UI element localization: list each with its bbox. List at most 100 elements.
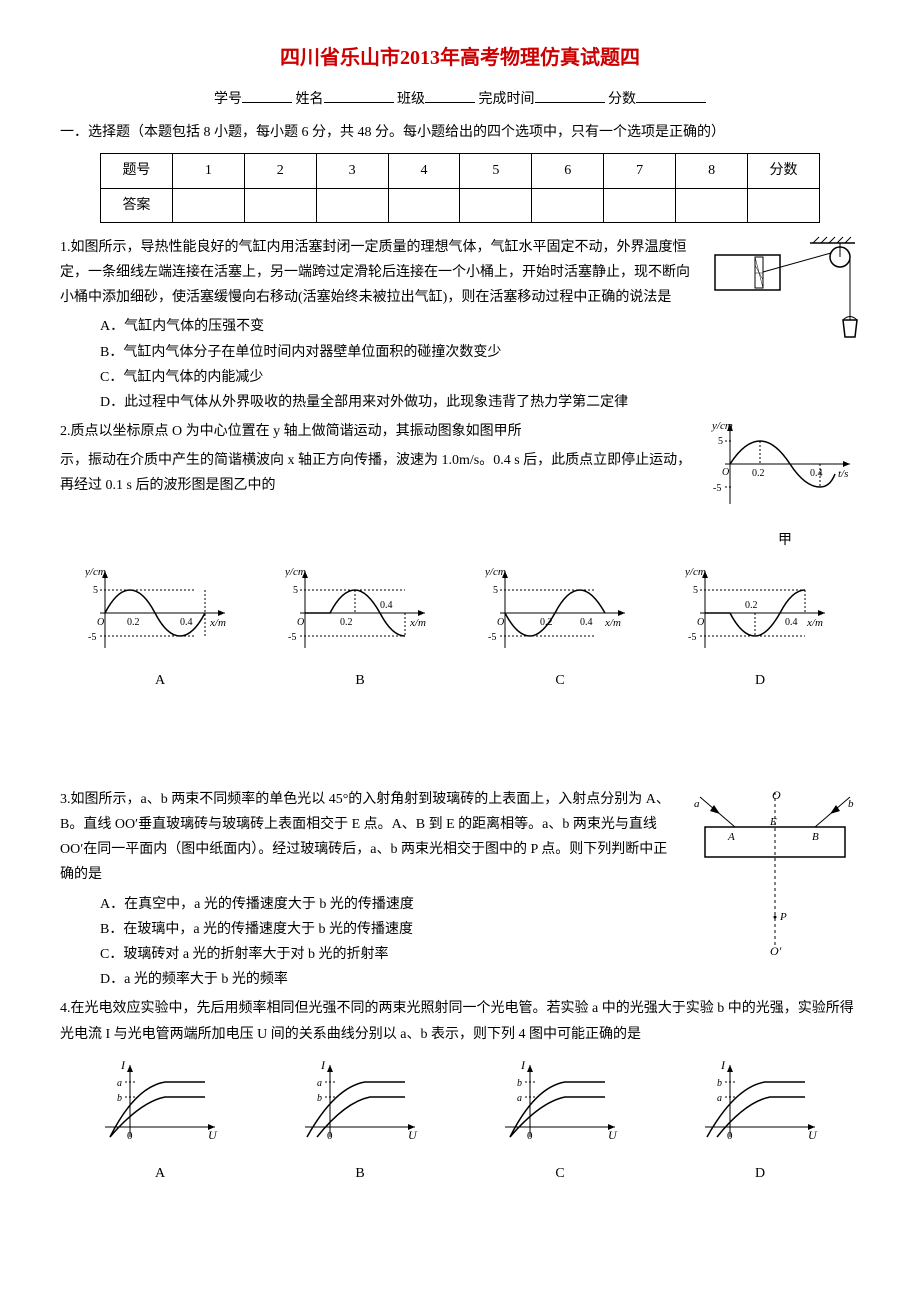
svg-text:0: 0 bbox=[327, 1130, 333, 1142]
answer-cell[interactable] bbox=[604, 188, 676, 222]
q2-choices: y/cm x/m 5 -5 0.2 0.4 O A y/cm x/m 5 -5 … bbox=[60, 563, 860, 692]
row-label: 答案 bbox=[101, 188, 173, 222]
svg-text:a: a bbox=[717, 1093, 722, 1104]
svg-text:0.2: 0.2 bbox=[745, 600, 758, 611]
col-num: 1 bbox=[172, 154, 244, 188]
svg-text:x/m: x/m bbox=[604, 617, 621, 629]
svg-text:U: U bbox=[808, 1128, 818, 1142]
q1-option-c: C．气缸内气体的内能减少 bbox=[100, 365, 860, 390]
svg-text:0: 0 bbox=[127, 1130, 133, 1142]
svg-text:y/cm: y/cm bbox=[285, 566, 306, 578]
svg-text:I: I bbox=[320, 1058, 326, 1072]
choice-label: D bbox=[695, 1161, 825, 1186]
svg-text:0: 0 bbox=[527, 1130, 533, 1142]
svg-text:B: B bbox=[812, 831, 819, 843]
svg-text:y/cm: y/cm bbox=[85, 566, 106, 578]
svg-text:0.2: 0.2 bbox=[127, 617, 140, 628]
svg-text:5: 5 bbox=[493, 585, 498, 596]
svg-text:b: b bbox=[317, 1093, 322, 1104]
section-1-heading: 一．选择题（本题包括 8 小题，每小题 6 分，共 48 分。每小题给出的四个选… bbox=[60, 120, 860, 145]
svg-text:0.2: 0.2 bbox=[340, 617, 353, 628]
answer-cell[interactable] bbox=[460, 188, 532, 222]
blank-name[interactable] bbox=[324, 86, 394, 103]
q4-stem: 4.在光电效应实验中，先后用频率相同但光强不同的两束光照射同一个光电管。若实验 … bbox=[60, 996, 860, 1046]
svg-text:0.4: 0.4 bbox=[180, 617, 193, 628]
q1-option-d: D．此过程中气体从外界吸收的热量全部用来对外做功，此现象违背了热力学第二定律 bbox=[100, 390, 860, 415]
q4-choice-b: I U 0 a b B bbox=[295, 1057, 425, 1186]
svg-text:x/m: x/m bbox=[409, 617, 426, 629]
col-num: 5 bbox=[460, 154, 532, 188]
table-row: 答案 bbox=[101, 188, 820, 222]
q3-diagram: O O′ A E B a b P bbox=[690, 787, 860, 966]
svg-text:b: b bbox=[848, 798, 854, 810]
svg-text:5: 5 bbox=[693, 585, 698, 596]
choice-label: C bbox=[485, 668, 635, 693]
col-num: 7 bbox=[604, 154, 676, 188]
student-info-line: 学号 姓名 班级 完成时间 分数 bbox=[60, 86, 860, 112]
q2-caption: 甲 bbox=[710, 528, 860, 553]
x-tick: 0.4 bbox=[810, 468, 823, 479]
svg-text:I: I bbox=[520, 1058, 526, 1072]
answer-cell[interactable] bbox=[388, 188, 460, 222]
svg-text:O: O bbox=[297, 617, 304, 628]
choice-label: C bbox=[495, 1161, 625, 1186]
axis-x-label: t/s bbox=[838, 468, 848, 480]
col-num: 2 bbox=[244, 154, 316, 188]
svg-text:O: O bbox=[497, 617, 504, 628]
table-row: 题号 1 2 3 4 5 6 7 8 分数 bbox=[101, 154, 820, 188]
blank-score[interactable] bbox=[636, 86, 706, 103]
svg-text:b: b bbox=[717, 1078, 722, 1089]
choice-label: B bbox=[295, 1161, 425, 1186]
q4-choice-c: I U 0 b a C bbox=[495, 1057, 625, 1186]
col-num: 6 bbox=[532, 154, 604, 188]
svg-text:E: E bbox=[769, 816, 777, 828]
svg-text:0.4: 0.4 bbox=[580, 617, 593, 628]
svg-text:-5: -5 bbox=[288, 632, 296, 643]
label-id: 学号 bbox=[214, 92, 242, 107]
svg-text:O: O bbox=[97, 617, 104, 628]
label-score: 分数 bbox=[608, 92, 636, 107]
blank-id[interactable] bbox=[242, 86, 292, 103]
q2-choice-d: y/cm x/m 5 -5 0.2 0.4 O D bbox=[685, 563, 835, 692]
blank-time[interactable] bbox=[535, 86, 605, 103]
svg-text:0.4: 0.4 bbox=[380, 600, 393, 611]
svg-text:a: a bbox=[694, 798, 700, 810]
svg-text:A: A bbox=[727, 831, 735, 843]
label-name: 姓名 bbox=[296, 92, 324, 107]
svg-text:O′: O′ bbox=[770, 944, 782, 957]
choice-label: A bbox=[85, 668, 235, 693]
answer-cell[interactable] bbox=[676, 188, 748, 222]
answer-cell[interactable] bbox=[532, 188, 604, 222]
svg-text:a: a bbox=[117, 1078, 122, 1089]
svg-text:U: U bbox=[408, 1128, 418, 1142]
svg-text:O: O bbox=[722, 467, 729, 478]
svg-text:P: P bbox=[779, 911, 787, 923]
svg-text:5: 5 bbox=[293, 585, 298, 596]
svg-text:a: a bbox=[517, 1093, 522, 1104]
q4-choice-d: I U 0 b a D bbox=[695, 1057, 825, 1186]
svg-text:0: 0 bbox=[727, 1130, 733, 1142]
blank-class[interactable] bbox=[425, 86, 475, 103]
choice-label: B bbox=[285, 668, 435, 693]
col-num: 4 bbox=[388, 154, 460, 188]
col-num: 8 bbox=[676, 154, 748, 188]
svg-text:I: I bbox=[720, 1058, 726, 1072]
svg-text:5: 5 bbox=[93, 585, 98, 596]
svg-text:O: O bbox=[697, 617, 704, 628]
svg-text:x/m: x/m bbox=[806, 617, 823, 629]
col-num: 3 bbox=[316, 154, 388, 188]
svg-text:U: U bbox=[608, 1128, 618, 1142]
answer-grid: 题号 1 2 3 4 5 6 7 8 分数 答案 bbox=[100, 153, 820, 222]
svg-text:O: O bbox=[772, 788, 781, 802]
answer-cell[interactable] bbox=[172, 188, 244, 222]
svg-text:b: b bbox=[117, 1093, 122, 1104]
answer-cell[interactable] bbox=[244, 188, 316, 222]
q2-choice-c: y/cm x/m 5 -5 0.2 0.4 O C bbox=[485, 563, 635, 692]
q2-choice-b: y/cm x/m 5 -5 0.2 0.4 O B bbox=[285, 563, 435, 692]
q2-choice-a: y/cm x/m 5 -5 0.2 0.4 O A bbox=[85, 563, 235, 692]
answer-cell[interactable] bbox=[748, 188, 820, 222]
choice-label: A bbox=[95, 1161, 225, 1186]
page-title: 四川省乐山市2013年高考物理仿真试题四 bbox=[60, 40, 860, 76]
q3-option-d: D．a 光的频率大于 b 光的频率 bbox=[100, 967, 860, 992]
answer-cell[interactable] bbox=[316, 188, 388, 222]
